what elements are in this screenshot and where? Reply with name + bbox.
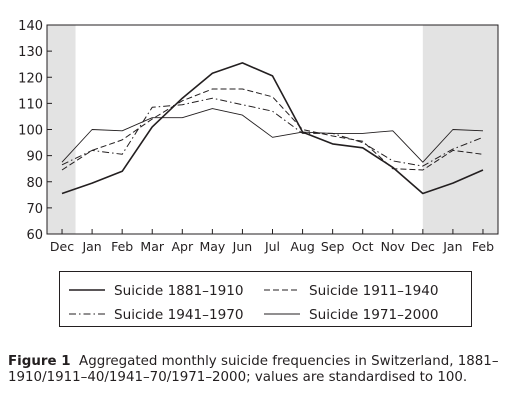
x-tick-label: Jan <box>442 239 462 254</box>
x-tick-label: May <box>199 239 225 254</box>
y-tick-label: 80 <box>26 176 43 191</box>
x-tick-label: Jul <box>264 239 280 254</box>
y-tick-label: 110 <box>18 97 43 112</box>
axes: 60 70 80 90 100 110 120 130 140 Dec Jan Feb Mar Apr Ma… <box>18 19 499 254</box>
series-line-3 <box>61 97 484 167</box>
shaded-regions <box>47 25 498 234</box>
x-tick-label: Sep <box>321 239 345 254</box>
caption-text: Aggregated monthly suicide frequencies i… <box>8 354 499 385</box>
x-tick-label: Dec <box>411 239 435 254</box>
series-line-2 <box>61 88 484 171</box>
series-lines <box>61 62 484 195</box>
x-tick-label: Feb <box>111 239 133 254</box>
line-chart: 60 70 80 90 100 110 120 130 140 Dec Jan Feb Mar Apr Ma… <box>18 19 499 327</box>
x-tick-label: Aug <box>290 239 314 254</box>
x-tick-label: Jun <box>232 239 253 254</box>
y-tick-label: 130 <box>18 45 43 60</box>
x-tick-label: Jan <box>81 239 101 254</box>
legend-label-3: Suicide 1941–1970 <box>114 307 244 323</box>
y-tick-label: 140 <box>18 19 43 34</box>
x-tick-label: Apr <box>171 239 193 254</box>
legend-box <box>59 271 472 327</box>
series-line-1 <box>61 62 484 195</box>
figure-caption: Figure 1 Aggregated monthly suicide freq… <box>8 354 524 386</box>
y-tick-label: 100 <box>18 124 43 139</box>
legend-label-1: Suicide 1881–1910 <box>114 283 244 299</box>
legend-label-4: Suicide 1971–2000 <box>309 307 439 323</box>
x-tick-label: Oct <box>352 239 374 254</box>
legend: Suicide 1881–1910 Suicide 1911–1940 Suicid… <box>59 271 472 327</box>
y-tick-label: 90 <box>26 150 43 165</box>
y-tick-label: 70 <box>26 202 43 217</box>
y-tick-label: 60 <box>26 228 43 243</box>
x-tick-label: Feb <box>472 239 494 254</box>
legend-label-2: Suicide 1911–1940 <box>309 283 439 299</box>
x-tick-label: Nov <box>381 239 406 254</box>
series-line-4 <box>61 108 484 163</box>
y-tick-label: 120 <box>18 71 43 86</box>
x-tick-label: Mar <box>140 239 164 254</box>
figure-label: Figure 1 <box>8 354 71 369</box>
x-tick-label: Dec <box>50 239 74 254</box>
